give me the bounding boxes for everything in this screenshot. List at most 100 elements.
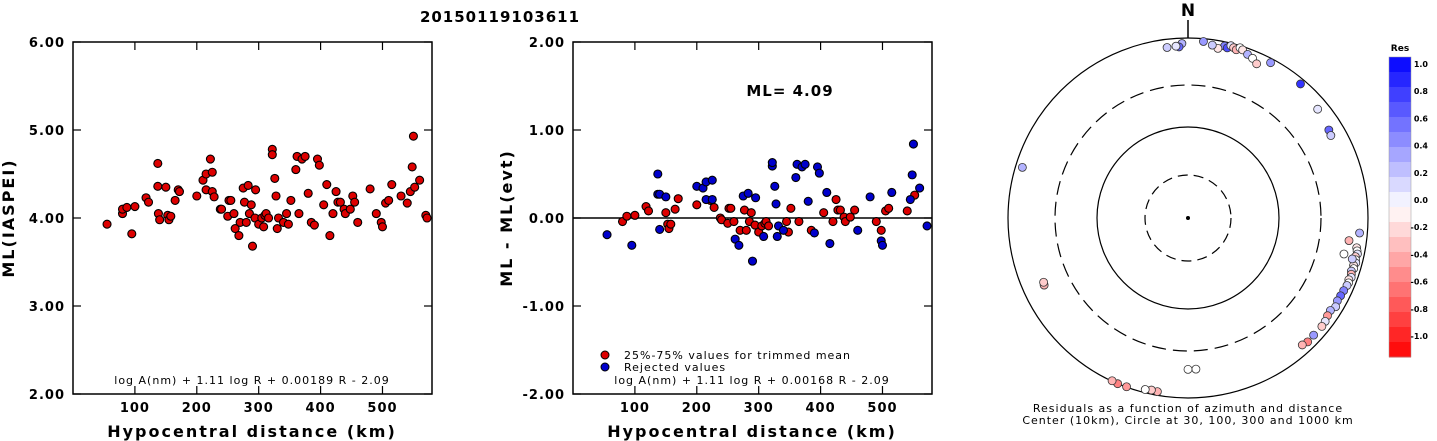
data-point — [814, 168, 824, 178]
data-point — [726, 203, 736, 213]
figure-title: 20150119103611 — [420, 8, 580, 26]
middle-y-axis-label: ML - ML(evt) — [497, 149, 516, 287]
station-point — [1313, 104, 1323, 114]
station-point — [1326, 131, 1336, 140]
left-x-axis-label: Hypocentral distance (km) — [107, 422, 397, 441]
middle-y-ticks: -2.00 -1.00 0.00 1.00 2.00 — [523, 36, 932, 403]
data-point — [294, 209, 304, 219]
data-point — [835, 205, 845, 215]
data-point — [622, 211, 632, 221]
data-point — [746, 208, 756, 218]
data-point — [241, 217, 251, 227]
station-point — [1355, 228, 1364, 238]
left-panel: 2.00 3.00 4.00 5.00 6.00 100 200 300 400 500 log… — [0, 36, 433, 441]
x-tick-label: 200 — [682, 401, 712, 416]
data-point — [828, 216, 838, 227]
colorbar-tick-label: -0.8 — [1411, 305, 1429, 314]
data-point — [831, 194, 841, 205]
station-point — [1140, 385, 1150, 394]
data-point — [871, 216, 881, 227]
station-point — [1344, 236, 1354, 246]
data-point — [155, 215, 165, 225]
data-point — [384, 195, 394, 205]
data-point — [865, 192, 875, 202]
data-point — [729, 216, 739, 227]
middle-x-axis-label: Hypocentral distance (km) — [607, 422, 897, 441]
data-point — [226, 195, 236, 205]
colorbar-cell — [1389, 192, 1411, 208]
middle-x-ticks: 100 200 300 400 500 — [620, 42, 897, 416]
station-point — [1309, 330, 1319, 340]
data-point — [825, 238, 835, 249]
data-point — [161, 182, 171, 192]
x-tick-label: 500 — [867, 401, 897, 416]
y-tick-label: 4.00 — [29, 212, 65, 227]
legend-trimmed-marker — [600, 350, 610, 360]
colorbar-cell — [1389, 222, 1411, 238]
colorbar-cell — [1389, 117, 1411, 133]
data-point — [853, 225, 863, 235]
data-point — [887, 187, 897, 198]
data-point — [915, 183, 925, 193]
data-point — [907, 170, 917, 180]
data-point — [778, 225, 788, 235]
colorbar-cell — [1389, 252, 1411, 268]
data-point — [328, 209, 338, 219]
left-data-points — [102, 131, 432, 251]
middle-panel: -2.00 -1.00 0.00 1.00 2.00 100 200 300 400 500 M… — [497, 36, 933, 441]
data-point — [408, 131, 418, 141]
left-x-ticks: 100 200 300 400 500 — [120, 42, 397, 416]
y-tick-label: 5.00 — [29, 124, 65, 139]
data-point — [845, 212, 855, 222]
right-panel: N Residuals as a function of azimuth and… — [1007, 1, 1429, 427]
y-tick-label: 2.00 — [529, 36, 565, 51]
middle-formula: log A(nm) + 1.11 log R + 0.00168 R - 2.0… — [614, 374, 889, 387]
data-point — [209, 192, 219, 202]
data-point — [922, 221, 932, 231]
data-point — [627, 240, 637, 250]
station-point — [1107, 376, 1117, 386]
data-point — [325, 231, 335, 241]
data-point — [630, 210, 640, 220]
data-point — [365, 184, 375, 194]
station-point — [1183, 364, 1193, 374]
data-point — [309, 220, 319, 230]
station-point — [1347, 254, 1357, 264]
data-point — [771, 199, 781, 209]
colorbar-cell — [1389, 162, 1411, 178]
data-point — [692, 200, 702, 210]
data-point — [166, 211, 176, 221]
colorbar-cell — [1389, 237, 1411, 253]
data-point — [402, 198, 412, 208]
station-point — [1317, 322, 1327, 331]
north-label: N — [1181, 1, 1195, 21]
x-tick-label: 400 — [306, 401, 336, 416]
data-point — [800, 159, 810, 169]
x-tick-label: 100 — [120, 401, 150, 416]
colorbar-tick-label: 0.2 — [1414, 169, 1428, 178]
data-point — [331, 187, 341, 197]
colorbar-cell — [1389, 327, 1411, 343]
data-point — [751, 193, 761, 203]
station-point — [1297, 340, 1307, 350]
station-point — [1171, 41, 1181, 51]
data-point — [143, 197, 154, 207]
data-point — [743, 188, 753, 198]
station-point — [1191, 364, 1201, 374]
data-point — [259, 222, 269, 232]
y-tick-label: 0.00 — [529, 212, 565, 227]
data-point — [877, 240, 888, 250]
x-tick-label: 400 — [806, 401, 836, 416]
middle-data-points — [602, 139, 932, 266]
data-point — [809, 228, 819, 238]
data-point — [205, 154, 215, 164]
colorbar-tick-label: -0.4 — [1411, 250, 1429, 259]
data-point — [803, 196, 813, 206]
data-point — [102, 219, 112, 229]
data-point — [270, 173, 280, 183]
colorbar: 1.0 0.8 0.6 0.4 0.2 0.0 -0.2 -0.4 -0.6 -0.8 -1.0 — [1388, 56, 1429, 358]
data-point — [207, 167, 217, 177]
data-point — [653, 169, 663, 179]
colorbar-cell — [1389, 87, 1411, 103]
